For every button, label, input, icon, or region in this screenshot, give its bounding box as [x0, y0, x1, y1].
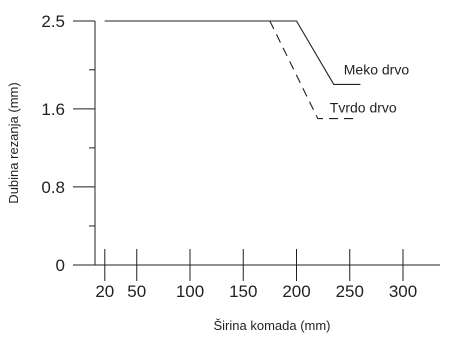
- x-tick-label-5: 250: [336, 282, 364, 301]
- x-tick-label-2: 100: [176, 282, 204, 301]
- y-ticks: 0 0.8 1.6 2.5: [41, 12, 95, 275]
- x-axis-label: Širina komada (mm): [213, 318, 330, 333]
- x-tick-label-1: 50: [127, 282, 146, 301]
- series-label-1: Tvrdo drvo: [330, 100, 397, 116]
- y-axis-label: Dubina rezanja (mm): [6, 82, 21, 203]
- series-line-1: [104, 20, 356, 120]
- series-label-0: Meko drvo: [344, 61, 410, 77]
- y-tick-label-3: 2.5: [41, 12, 65, 31]
- x-ticks: 20 50 100 150 200 250 300: [95, 249, 417, 301]
- series-labels: Meko drvo Tvrdo drvo: [330, 61, 410, 115]
- y-tick-label-0: 0: [56, 256, 65, 275]
- series-layer: [104, 20, 361, 120]
- axes: [94, 21, 440, 266]
- x-tick-label-6: 300: [389, 282, 417, 301]
- y-tick-label-2: 1.6: [41, 100, 65, 119]
- x-tick-label-0: 20: [95, 282, 114, 301]
- series-line-0: [104, 20, 361, 85]
- y-tick-label-1: 0.8: [41, 178, 65, 197]
- x-tick-label-3: 150: [229, 282, 257, 301]
- x-tick-label-4: 200: [282, 282, 310, 301]
